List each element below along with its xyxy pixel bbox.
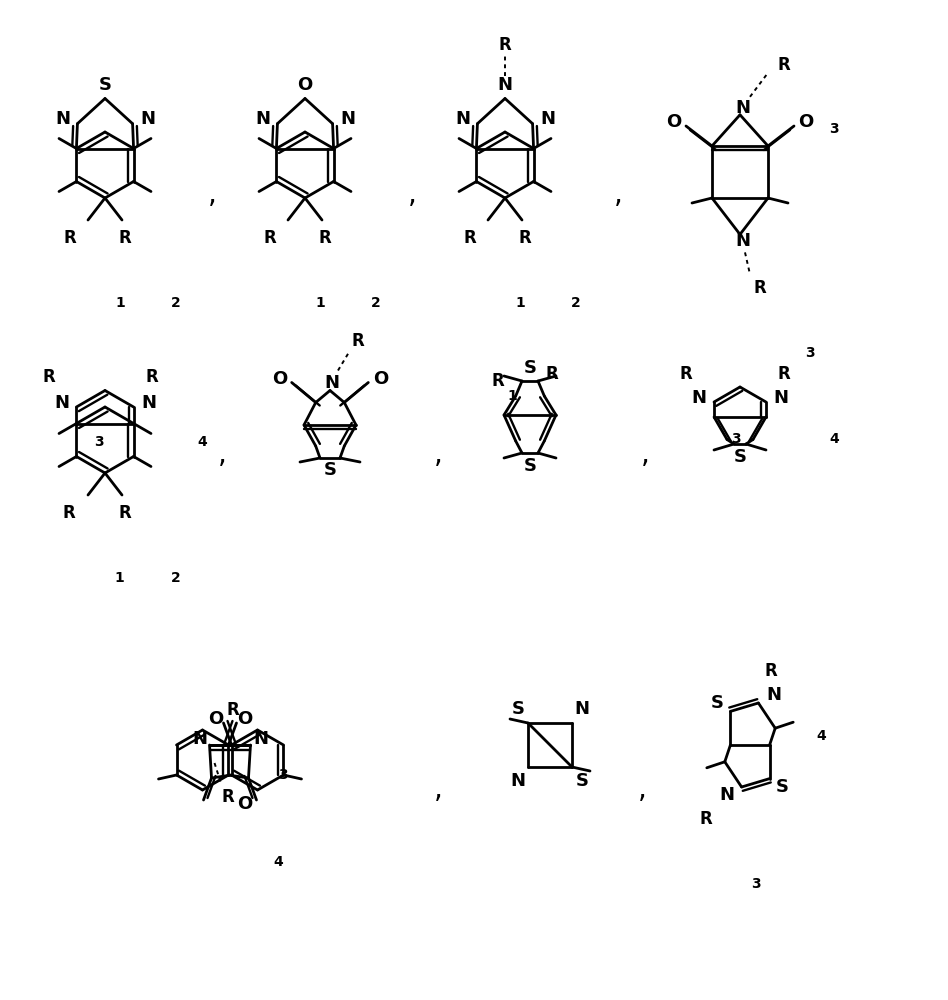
- Text: R: R: [64, 229, 77, 247]
- Text: O: O: [666, 113, 682, 131]
- Text: R: R: [519, 229, 532, 247]
- Text: 2: 2: [171, 571, 180, 585]
- Text: N: N: [498, 76, 513, 94]
- Text: R: R: [777, 56, 791, 74]
- Text: 4: 4: [816, 729, 826, 743]
- Text: S: S: [711, 694, 724, 712]
- Text: R: R: [777, 365, 791, 383]
- Text: S: S: [734, 448, 746, 466]
- Text: S: S: [575, 772, 589, 790]
- Text: R: R: [491, 372, 504, 390]
- Text: S: S: [512, 700, 524, 718]
- Text: 3: 3: [278, 768, 287, 782]
- Text: R: R: [42, 368, 55, 386]
- Text: ,: ,: [433, 776, 443, 804]
- Text: R: R: [145, 368, 158, 386]
- Text: O: O: [298, 76, 313, 94]
- Text: N: N: [720, 786, 734, 804]
- Text: O: O: [272, 369, 287, 387]
- Text: ,: ,: [408, 181, 416, 209]
- Text: 3: 3: [830, 122, 839, 136]
- Text: N: N: [736, 232, 751, 250]
- Text: 4: 4: [830, 432, 839, 446]
- Text: R: R: [63, 504, 76, 522]
- Text: R: R: [118, 504, 132, 522]
- Text: S: S: [523, 359, 537, 377]
- Text: N: N: [54, 394, 69, 412]
- Text: 3: 3: [751, 877, 761, 891]
- Text: N: N: [340, 110, 356, 128]
- Text: 4: 4: [197, 435, 207, 449]
- Text: S: S: [99, 76, 112, 94]
- Text: R: R: [221, 788, 234, 806]
- Text: S: S: [323, 461, 337, 479]
- Text: 1: 1: [316, 296, 325, 310]
- Text: O: O: [237, 710, 252, 728]
- Text: ,: ,: [613, 181, 623, 209]
- Text: 2: 2: [171, 296, 180, 310]
- Text: ,: ,: [217, 441, 227, 469]
- Text: N: N: [192, 730, 207, 748]
- Text: ,: ,: [208, 181, 216, 209]
- Text: 3: 3: [806, 346, 815, 360]
- Text: O: O: [373, 369, 388, 387]
- Text: R: R: [700, 810, 712, 828]
- Text: ,: ,: [641, 441, 649, 469]
- Text: 2: 2: [371, 296, 380, 310]
- Text: 1: 1: [508, 389, 518, 403]
- Text: N: N: [574, 700, 590, 718]
- Text: 2: 2: [571, 296, 580, 310]
- Text: ,: ,: [638, 776, 647, 804]
- Text: R: R: [118, 229, 132, 247]
- Text: 3: 3: [732, 432, 741, 446]
- Text: 4: 4: [273, 855, 283, 869]
- Text: N: N: [253, 730, 268, 748]
- Text: S: S: [523, 457, 537, 475]
- Text: 1: 1: [115, 571, 124, 585]
- Text: O: O: [237, 795, 252, 813]
- Text: N: N: [140, 110, 155, 128]
- Text: R: R: [227, 701, 239, 719]
- Text: N: N: [736, 99, 751, 117]
- Text: R: R: [464, 229, 477, 247]
- Text: N: N: [691, 389, 706, 407]
- Text: R: R: [754, 279, 766, 297]
- Text: R: R: [680, 365, 692, 383]
- Text: N: N: [511, 772, 525, 790]
- Text: ,: ,: [433, 441, 443, 469]
- Text: N: N: [141, 394, 156, 412]
- Text: O: O: [208, 710, 223, 728]
- Text: R: R: [352, 332, 364, 350]
- Text: R: R: [319, 229, 332, 247]
- Text: N: N: [774, 389, 789, 407]
- Text: 1: 1: [516, 296, 525, 310]
- Text: S: S: [776, 778, 789, 796]
- Text: R: R: [546, 365, 558, 383]
- Text: N: N: [455, 110, 470, 128]
- Text: N: N: [55, 110, 70, 128]
- Text: N: N: [766, 686, 781, 704]
- Text: N: N: [324, 373, 339, 391]
- Text: R: R: [764, 662, 776, 680]
- Text: 3: 3: [94, 435, 103, 449]
- Text: 1: 1: [116, 296, 125, 310]
- Text: N: N: [540, 110, 556, 128]
- Text: O: O: [798, 113, 813, 131]
- Text: R: R: [499, 35, 511, 53]
- Text: R: R: [264, 229, 277, 247]
- Text: N: N: [255, 110, 270, 128]
